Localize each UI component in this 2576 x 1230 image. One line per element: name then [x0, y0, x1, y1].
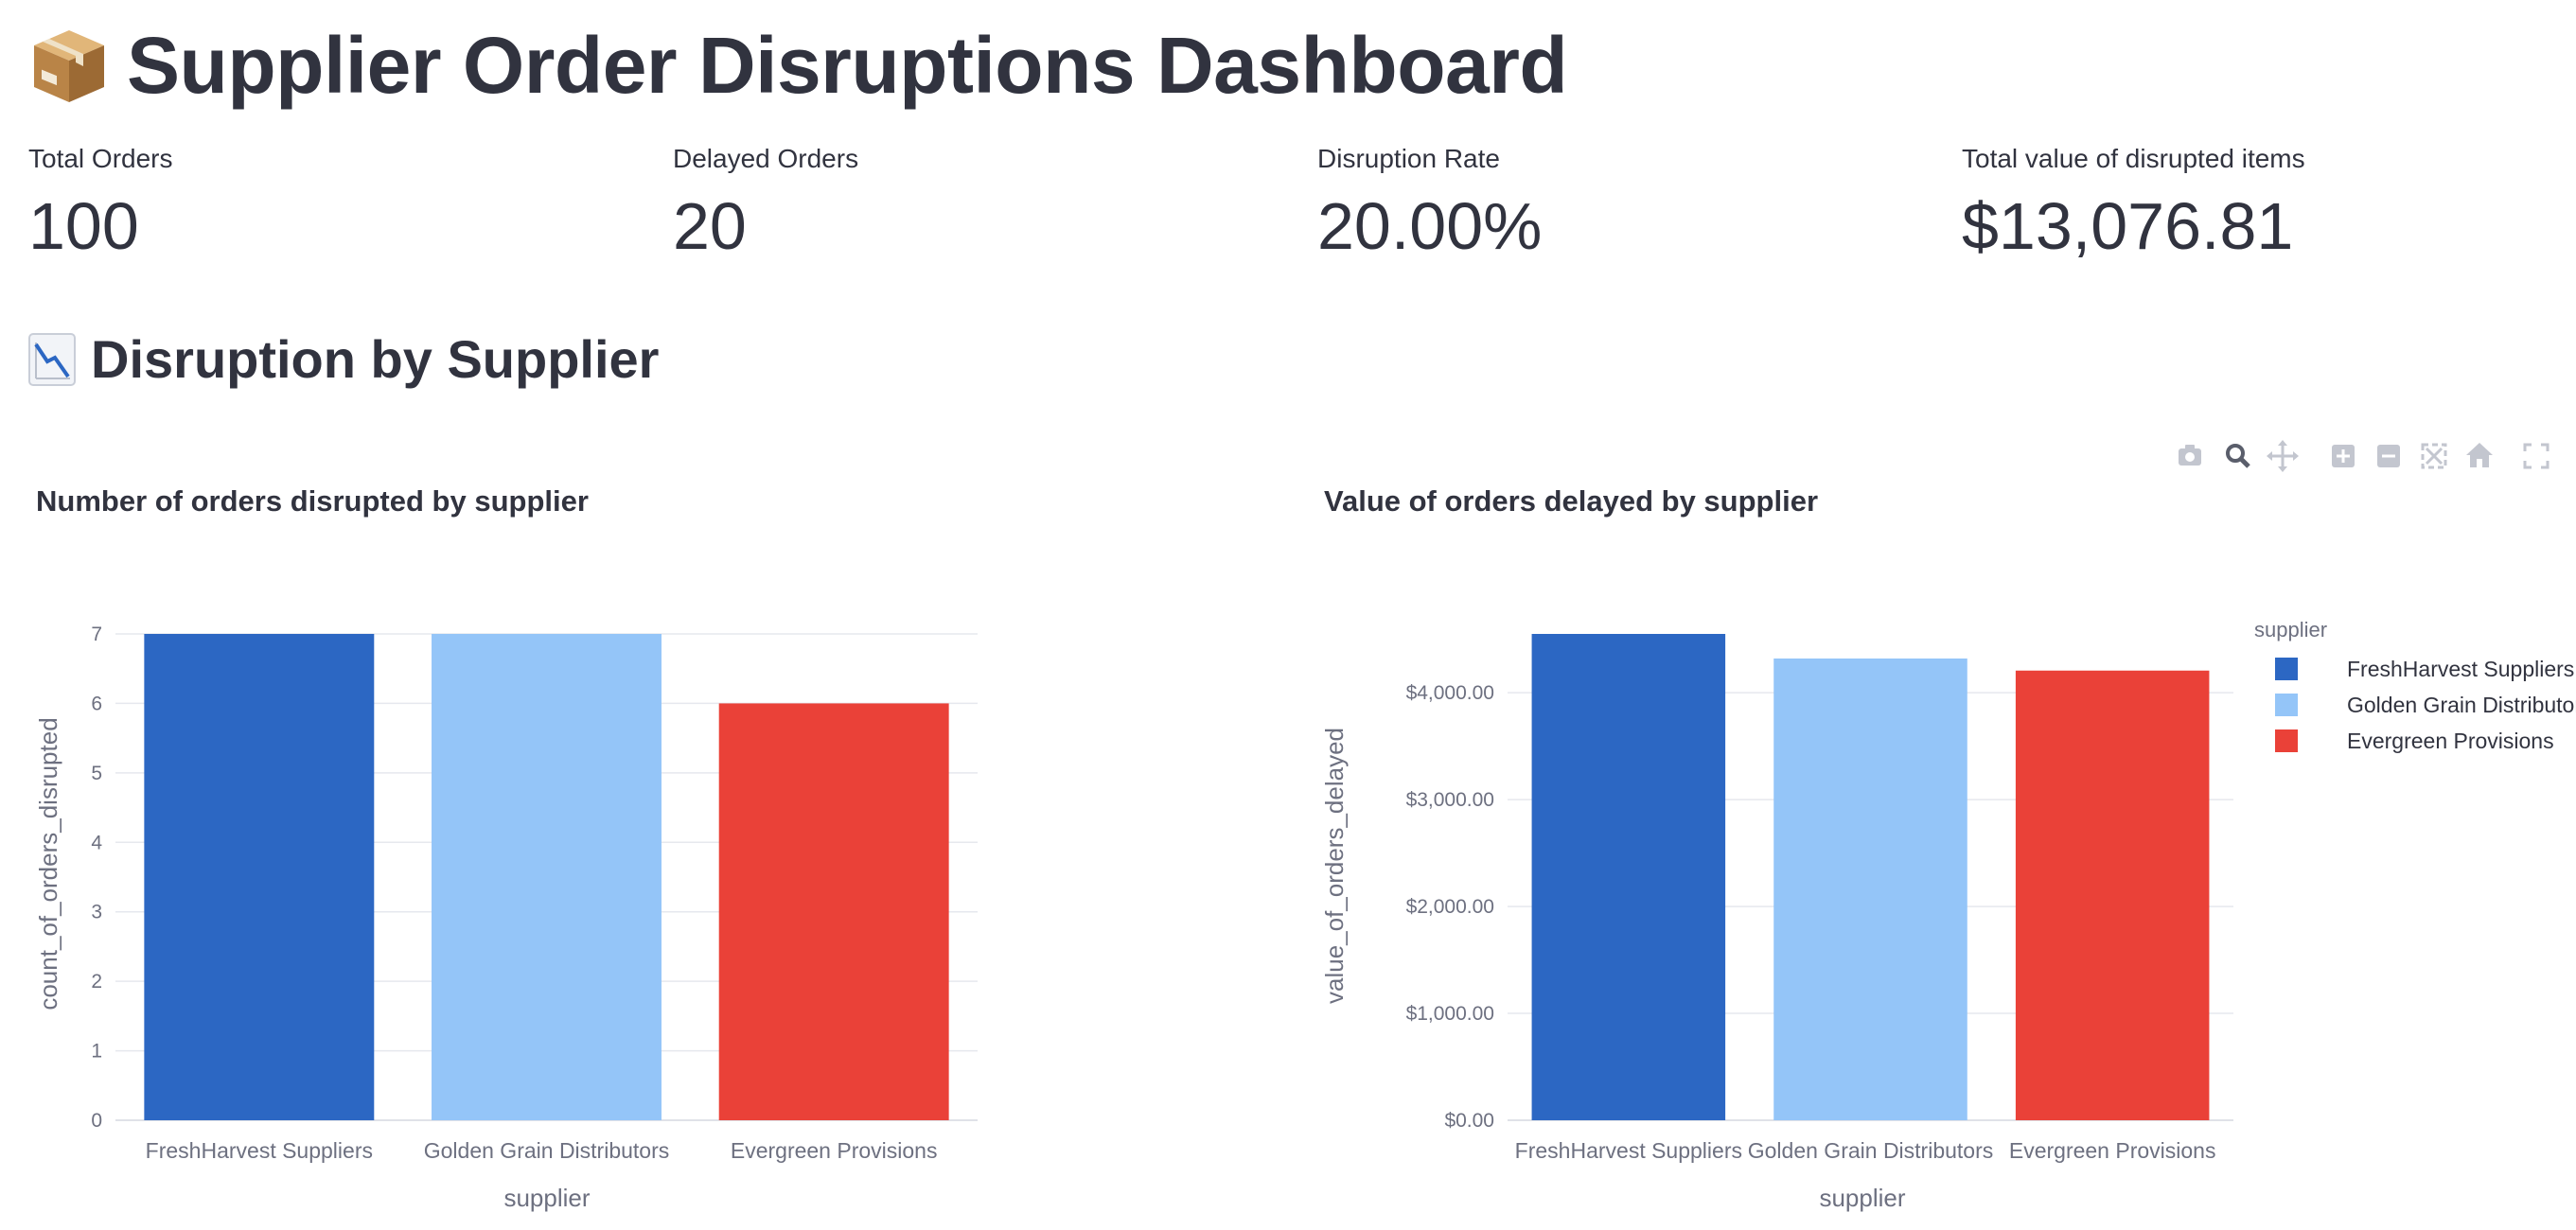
y-tick-label: 2 — [91, 971, 102, 993]
x-axis-title: supplier — [1819, 1184, 1905, 1212]
legend-title: supplier — [2254, 618, 2327, 641]
metric-disruption-rate: Disruption Rate 20.00% — [1317, 142, 1885, 259]
x-tick-label: FreshHarvest Suppliers — [146, 1138, 373, 1163]
y-tick-label: 7 — [91, 624, 102, 645]
zoom-in-icon[interactable] — [2324, 435, 2362, 477]
bar — [718, 703, 949, 1120]
chart-title-value-delayed: Value of orders delayed by supplier — [1324, 484, 1819, 518]
fullscreen-icon[interactable] — [2517, 435, 2555, 477]
metric-total-orders: Total Orders 100 — [28, 142, 596, 259]
metric-value: 20.00% — [1317, 189, 1543, 264]
x-tick-label: Golden Grain Distributors — [1748, 1138, 1994, 1163]
x-tick-label: Evergreen Provisions — [731, 1138, 938, 1163]
x-axis-title: supplier — [503, 1184, 590, 1212]
y-tick-label: 4 — [91, 832, 102, 853]
metric-label: Disruption Rate — [1317, 144, 1500, 173]
zoom-out-icon[interactable] — [2370, 435, 2408, 477]
metric-label: Total value of disrupted items — [1962, 144, 2305, 173]
x-tick-label: FreshHarvest Suppliers — [1515, 1138, 1742, 1163]
chart-modebar — [2158, 435, 2565, 477]
y-tick-label: 3 — [91, 902, 102, 923]
y-axis-title: count_of_orders_disrupted — [34, 717, 62, 1010]
bar — [2015, 670, 2210, 1120]
page-header: Supplier Order Disruptions Dashboard — [28, 13, 1568, 117]
y-tick-label: $2,000.00 — [1406, 896, 1494, 918]
x-tick-label: Evergreen Provisions — [2009, 1138, 2216, 1163]
y-tick-label: 1 — [91, 1041, 102, 1063]
chart-orders-disrupted: count_of_orders_disrupted supplier 0 1 2 3 4… — [34, 624, 978, 1212]
chart-value-delayed: value_of_orders_delayed supplier $0.00 $1… — [1320, 618, 2576, 1212]
package-icon — [34, 30, 104, 102]
y-tick-label: $3,000.00 — [1406, 789, 1494, 811]
legend-label: Golden Grain Distributors — [2347, 693, 2576, 717]
autoscale-icon[interactable] — [2415, 435, 2453, 477]
y-tick-label: $4,000.00 — [1406, 682, 1494, 704]
chart-title-orders-disrupted: Number of orders disrupted by supplier — [36, 484, 589, 518]
metric-label: Total Orders — [28, 144, 173, 173]
section-title: Disruption by Supplier — [91, 329, 660, 389]
metric-label: Delayed Orders — [673, 144, 859, 173]
bar — [1531, 634, 1726, 1120]
legend-swatch — [2275, 658, 2298, 680]
metric-value: 100 — [28, 189, 139, 264]
bar — [1773, 658, 1967, 1120]
y-tick-label: 5 — [91, 763, 102, 784]
section-header: Disruption by Supplier — [28, 322, 659, 397]
bar — [432, 634, 662, 1120]
chart-decreasing-icon — [28, 333, 76, 386]
reset-axes-icon[interactable] — [2461, 435, 2498, 477]
camera-icon[interactable] — [2171, 435, 2209, 477]
zoom-icon[interactable] — [2218, 435, 2256, 477]
metric-value: $13,076.81 — [1962, 189, 2294, 264]
y-tick-label: $0.00 — [1444, 1110, 1494, 1132]
y-tick-label: 0 — [91, 1110, 102, 1132]
y-tick-label: $1,000.00 — [1406, 1003, 1494, 1025]
y-tick-label: 6 — [91, 693, 102, 714]
bar — [144, 634, 375, 1120]
x-tick-label: Golden Grain Distributors — [424, 1138, 670, 1163]
metric-total-disrupted-value: Total value of disrupted items $13,076.8… — [1962, 142, 2530, 259]
legend-label: FreshHarvest Suppliers — [2347, 657, 2574, 681]
metric-delayed-orders: Delayed Orders 20 — [673, 142, 1241, 259]
page-title: Supplier Order Disruptions Dashboard — [127, 21, 1568, 110]
y-axis-title: value_of_orders_delayed — [1320, 728, 1349, 1004]
legend-label: Evergreen Provisions — [2347, 729, 2554, 753]
metric-value: 20 — [673, 189, 747, 264]
legend-swatch — [2275, 729, 2298, 752]
pan-icon[interactable] — [2264, 435, 2302, 477]
legend-swatch — [2275, 694, 2298, 716]
